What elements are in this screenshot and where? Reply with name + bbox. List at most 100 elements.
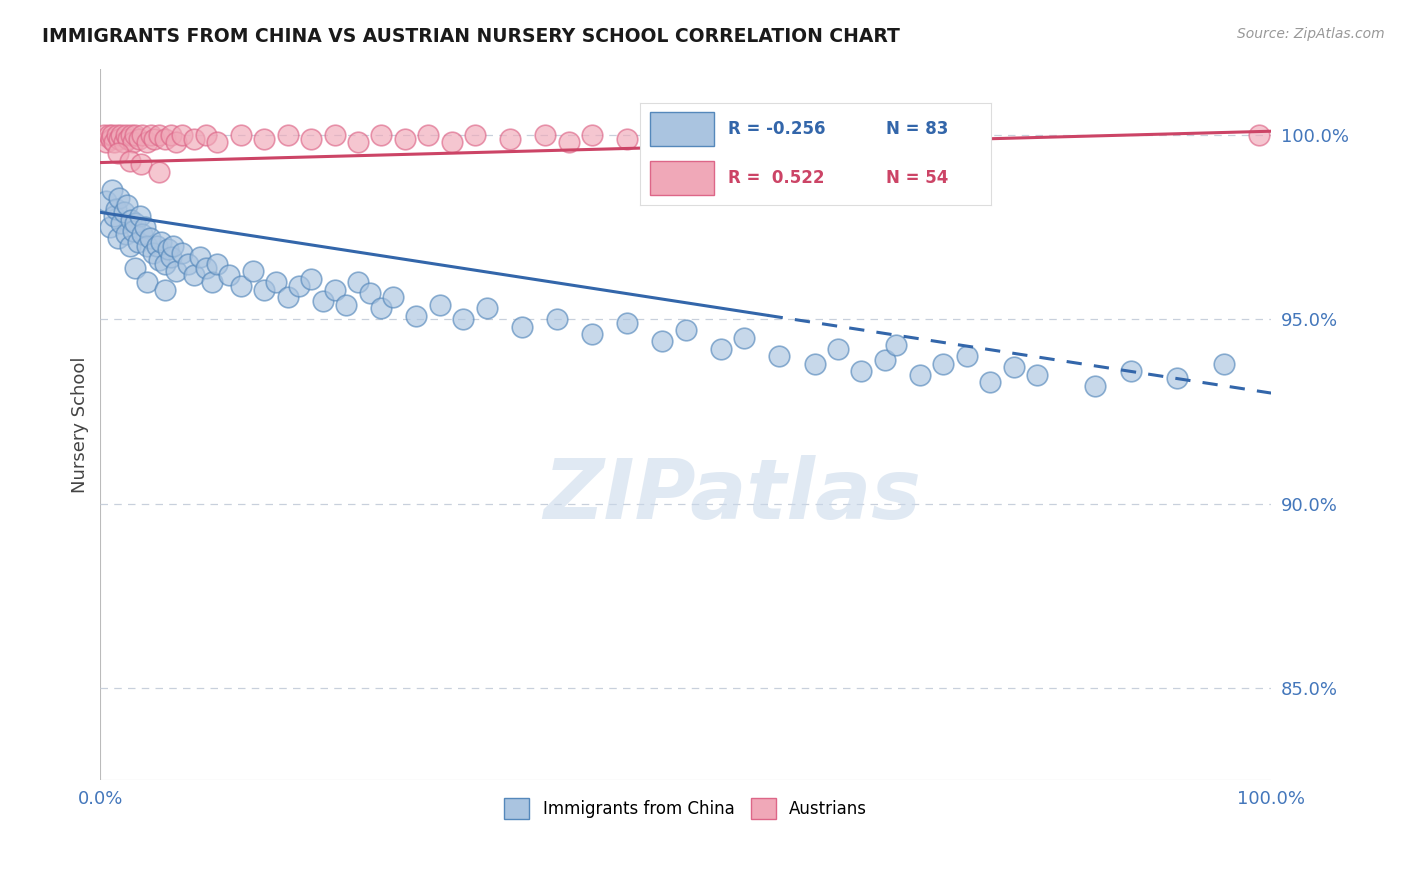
Point — [150, 235, 173, 249]
Point — [768, 349, 790, 363]
Point — [104, 202, 127, 216]
Point — [129, 209, 152, 223]
Point — [475, 301, 498, 316]
Point — [105, 128, 128, 142]
Point — [370, 128, 392, 142]
Point — [136, 136, 159, 150]
Point — [299, 271, 322, 285]
Point — [557, 136, 579, 150]
Point — [1213, 357, 1236, 371]
Point — [651, 334, 673, 349]
Point — [183, 268, 205, 282]
Point — [1084, 378, 1107, 392]
Point — [118, 153, 141, 168]
Point — [312, 293, 335, 308]
Point — [112, 136, 135, 150]
Point — [347, 276, 370, 290]
Point — [177, 257, 200, 271]
Point — [242, 264, 264, 278]
Point — [194, 260, 217, 275]
Point — [108, 131, 131, 145]
Point — [98, 220, 121, 235]
Point — [122, 136, 145, 150]
Point — [153, 257, 176, 271]
Point — [405, 309, 427, 323]
Point — [207, 136, 229, 150]
Text: R =  0.522: R = 0.522 — [728, 169, 824, 187]
Point — [120, 212, 142, 227]
Point — [277, 290, 299, 304]
Point — [581, 327, 603, 342]
Point — [159, 250, 181, 264]
Point — [110, 216, 132, 230]
Text: ZIPatlas: ZIPatlas — [544, 455, 921, 536]
Point — [640, 128, 662, 142]
Point — [382, 290, 405, 304]
Point — [534, 128, 557, 142]
Point — [112, 205, 135, 219]
Point — [110, 128, 132, 142]
Y-axis label: Nursery School: Nursery School — [72, 356, 89, 492]
Point — [932, 357, 955, 371]
Point — [510, 319, 533, 334]
Point — [165, 136, 187, 150]
Point — [100, 131, 122, 145]
Point — [143, 131, 166, 145]
Point — [194, 128, 217, 142]
Point — [299, 131, 322, 145]
Point — [873, 352, 896, 367]
Point — [108, 191, 131, 205]
Point — [117, 198, 139, 212]
Point — [1119, 364, 1142, 378]
Point — [908, 368, 931, 382]
Point — [675, 128, 697, 142]
Point — [229, 279, 252, 293]
Bar — [650, 112, 713, 145]
Text: Source: ZipAtlas.com: Source: ZipAtlas.com — [1237, 27, 1385, 41]
Point — [103, 136, 125, 150]
Point — [142, 246, 165, 260]
Point — [207, 257, 229, 271]
Point — [323, 128, 346, 142]
Point — [253, 131, 276, 145]
Point — [153, 131, 176, 145]
Point — [1002, 360, 1025, 375]
Point — [347, 136, 370, 150]
Text: N = 54: N = 54 — [886, 169, 948, 187]
Point — [136, 238, 159, 252]
Point — [886, 338, 908, 352]
Point — [172, 128, 194, 142]
Point — [264, 276, 287, 290]
Point — [139, 128, 162, 142]
Point — [131, 227, 153, 242]
Point — [157, 242, 180, 256]
Point — [288, 279, 311, 293]
Point — [162, 238, 184, 252]
Point — [464, 128, 486, 142]
Point — [159, 128, 181, 142]
Point — [124, 128, 146, 142]
Point — [453, 312, 475, 326]
Point — [686, 131, 709, 145]
Point — [127, 235, 149, 249]
Point — [546, 312, 568, 326]
Point — [662, 136, 685, 150]
Point — [131, 128, 153, 142]
Point — [218, 268, 240, 282]
Point — [115, 227, 138, 242]
Text: IMMIGRANTS FROM CHINA VS AUSTRIAN NURSERY SCHOOL CORRELATION CHART: IMMIGRANTS FROM CHINA VS AUSTRIAN NURSER… — [42, 27, 900, 45]
Point — [124, 260, 146, 275]
Point — [101, 183, 124, 197]
Text: R = -0.256: R = -0.256 — [728, 120, 825, 137]
Point — [581, 128, 603, 142]
Point — [710, 342, 733, 356]
Point — [101, 128, 124, 142]
Point — [440, 136, 463, 150]
Point — [394, 131, 416, 145]
Point — [148, 128, 170, 142]
Point — [107, 146, 129, 161]
Point — [697, 128, 720, 142]
Point — [370, 301, 392, 316]
Point — [145, 238, 167, 252]
Point — [979, 375, 1001, 389]
